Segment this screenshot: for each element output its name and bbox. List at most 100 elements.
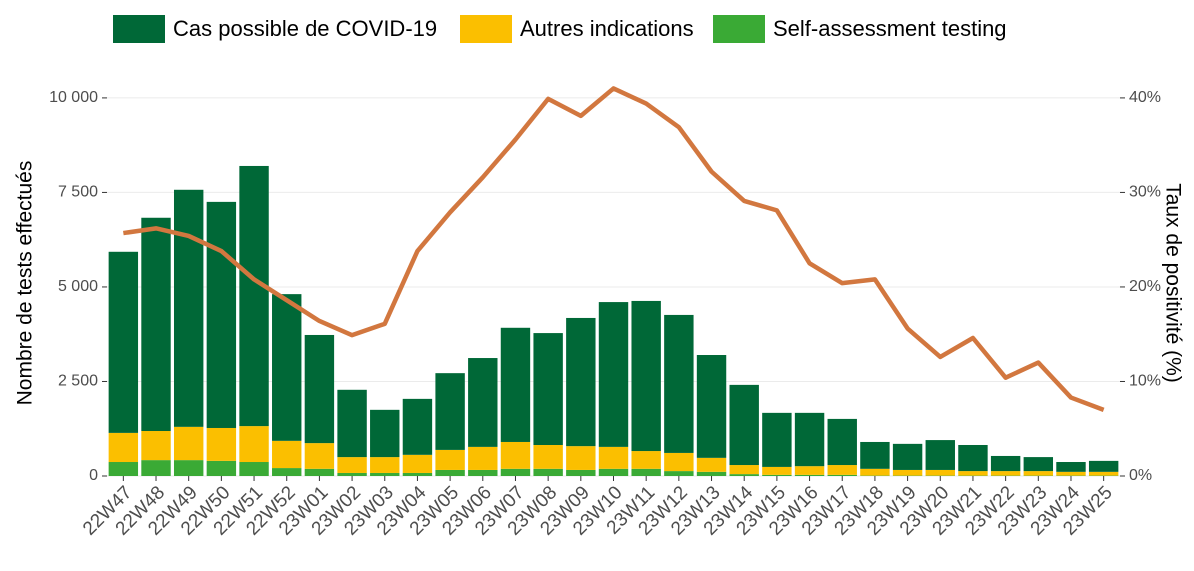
bar — [141, 460, 171, 476]
bar — [500, 327, 531, 442]
bar — [1056, 462, 1086, 472]
bar — [729, 474, 759, 476]
bar — [141, 431, 171, 461]
bar — [664, 452, 694, 472]
bar — [631, 468, 661, 476]
bar — [631, 451, 661, 469]
bar — [696, 471, 727, 476]
bar — [272, 440, 302, 469]
bar — [794, 466, 825, 475]
bar — [860, 441, 890, 469]
bar — [729, 465, 759, 475]
line — [123, 86, 1105, 412]
bar — [141, 217, 171, 432]
bar — [173, 426, 204, 461]
legend-swatch — [460, 15, 512, 43]
bar — [827, 474, 857, 476]
legend-swatch — [713, 15, 765, 43]
bar — [762, 466, 792, 475]
bar — [108, 462, 139, 476]
bar — [108, 432, 139, 463]
bar — [239, 462, 269, 476]
bar — [696, 355, 727, 458]
bar — [239, 165, 269, 427]
bar — [533, 333, 563, 445]
bar — [664, 314, 694, 453]
bar — [337, 472, 367, 476]
bar — [402, 398, 433, 455]
bar — [304, 334, 335, 444]
bar — [794, 474, 825, 476]
bar — [206, 201, 237, 428]
bar — [566, 317, 596, 447]
bar — [1056, 471, 1086, 476]
bar — [925, 440, 955, 470]
legend-label: Cas possible de COVID-19 — [173, 16, 437, 41]
bar — [1023, 471, 1054, 476]
bar — [598, 468, 629, 476]
y2-tick-label: 0% — [1129, 467, 1152, 484]
y-tick-label: 5 000 — [58, 278, 98, 295]
legend-label: Self-assessment testing — [773, 16, 1007, 41]
y2-axis-title: Taux de positivité (%) — [1161, 183, 1184, 383]
y-tick-label: 0 — [89, 467, 98, 484]
bar — [990, 455, 1021, 472]
bar — [173, 189, 204, 427]
bar — [762, 474, 792, 476]
bar — [533, 444, 563, 469]
bar — [598, 446, 629, 469]
bar — [370, 409, 400, 458]
bar — [1088, 471, 1119, 476]
bar — [173, 460, 204, 476]
bar — [337, 457, 367, 473]
bar — [925, 469, 955, 476]
legend-swatch — [113, 15, 165, 43]
bar — [304, 468, 335, 476]
bar — [468, 446, 498, 470]
bar — [239, 426, 269, 463]
y2-tick-label: 20% — [1129, 278, 1161, 295]
bar — [958, 471, 988, 476]
bar — [272, 294, 302, 441]
bar — [468, 358, 498, 447]
bar — [958, 444, 988, 472]
legend-label: Autres indications — [520, 16, 694, 41]
bar — [892, 443, 923, 470]
bar — [272, 468, 302, 476]
y-tick-label: 2 500 — [58, 373, 98, 390]
bar — [402, 454, 433, 473]
bar — [598, 302, 629, 447]
bar — [1023, 457, 1054, 472]
bar — [370, 472, 400, 476]
bar — [631, 300, 661, 452]
bar — [696, 457, 727, 472]
bar — [435, 469, 465, 476]
bar — [500, 468, 531, 476]
bar — [794, 412, 825, 467]
bar — [533, 468, 563, 476]
bar — [402, 472, 433, 476]
bar — [566, 469, 596, 476]
bar — [664, 471, 694, 476]
y-tick-label: 10 000 — [49, 89, 98, 106]
bar — [206, 427, 237, 461]
bar — [729, 384, 759, 466]
bar — [468, 469, 498, 476]
y2-tick-label: 40% — [1129, 89, 1161, 106]
y2-tick-label: 30% — [1129, 184, 1161, 201]
bar — [762, 412, 792, 467]
bar — [827, 418, 857, 466]
bar — [108, 251, 139, 433]
bar — [337, 389, 367, 458]
bar — [827, 465, 857, 475]
bar — [990, 471, 1021, 476]
bar — [304, 443, 335, 469]
bar — [500, 441, 531, 469]
bar — [435, 373, 465, 450]
bar — [370, 457, 400, 473]
bar — [860, 468, 890, 476]
bar — [892, 469, 923, 476]
y-axis-title: Nombre de tests effectués — [14, 161, 37, 406]
